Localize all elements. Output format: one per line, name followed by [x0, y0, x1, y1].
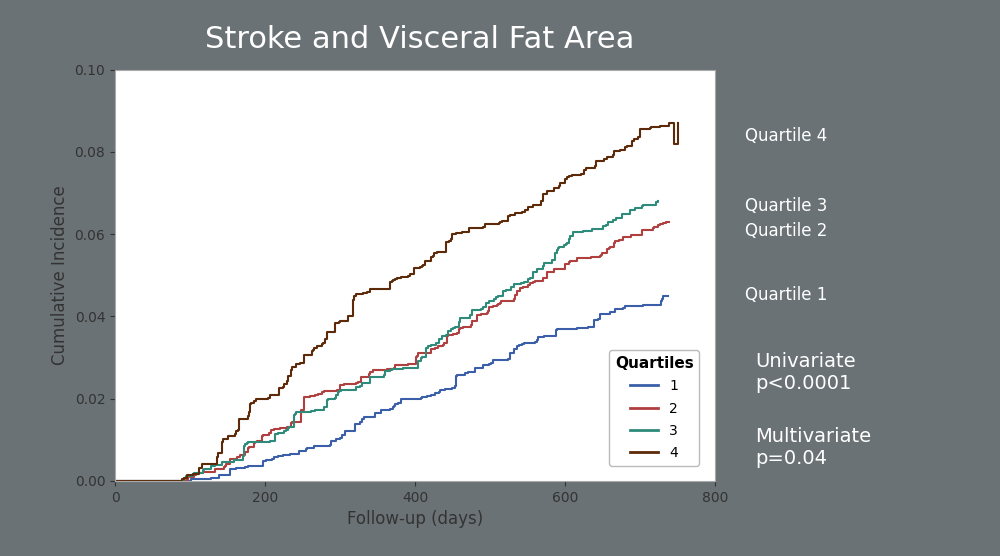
Legend: 1, 2, 3, 4: 1, 2, 3, 4: [609, 350, 699, 466]
Text: Quartile 1: Quartile 1: [745, 286, 827, 304]
X-axis label: Follow-up (days): Follow-up (days): [347, 510, 483, 528]
Text: Quartile 3: Quartile 3: [745, 197, 827, 215]
Text: Multivariate
p=0.04: Multivariate p=0.04: [755, 427, 871, 468]
Text: Quartile 2: Quartile 2: [745, 222, 827, 240]
Text: Univariate
p<0.0001: Univariate p<0.0001: [755, 352, 856, 393]
Text: Quartile 4: Quartile 4: [745, 127, 827, 145]
Text: Stroke and Visceral Fat Area: Stroke and Visceral Fat Area: [205, 25, 635, 54]
Y-axis label: Cumulative Incidence: Cumulative Incidence: [51, 185, 69, 365]
